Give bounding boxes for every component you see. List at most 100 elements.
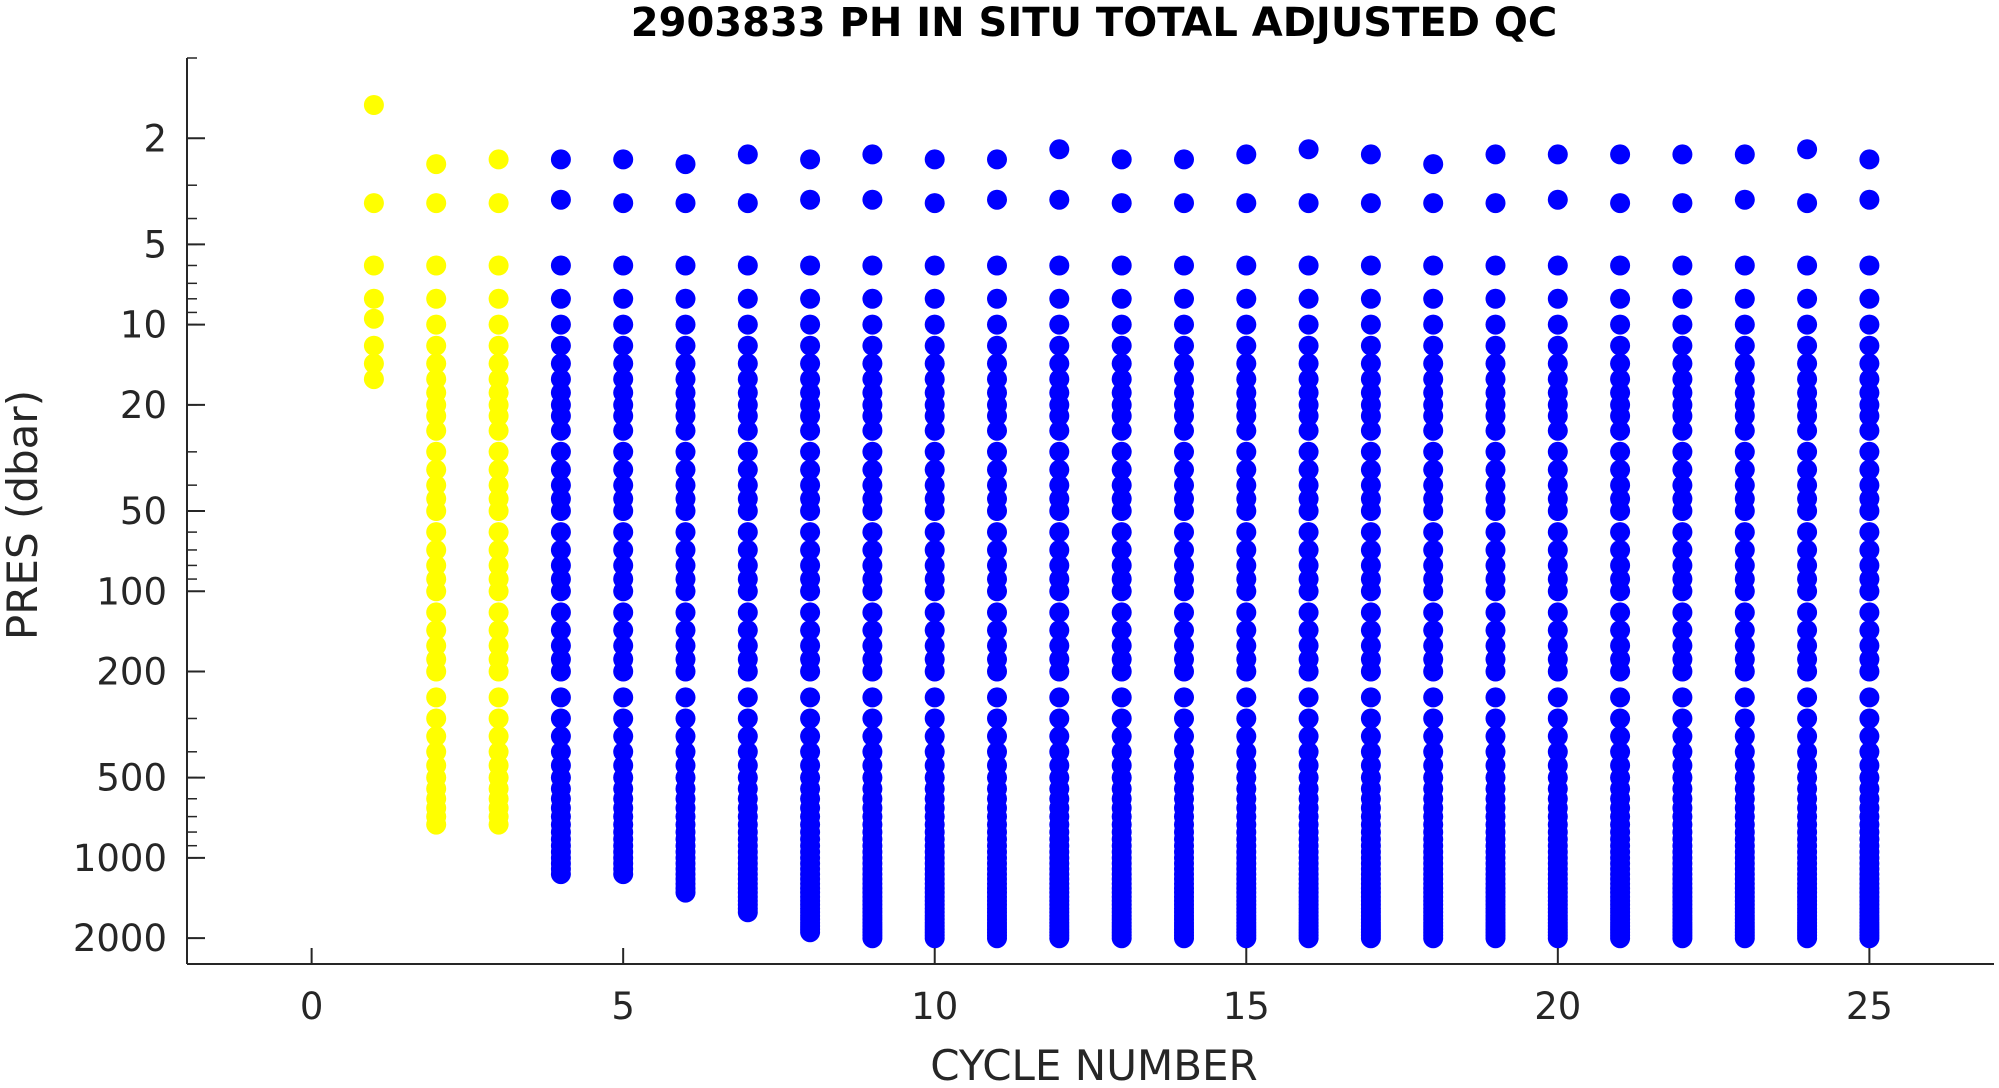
data-point — [800, 353, 821, 374]
data-point — [1111, 441, 1132, 462]
data-point — [550, 522, 571, 543]
data-point — [1485, 726, 1506, 747]
data-point — [737, 661, 758, 682]
data-point — [737, 540, 758, 560]
data-point — [1423, 193, 1444, 214]
data-point — [613, 661, 634, 682]
data-point — [1174, 255, 1194, 276]
data-point — [1734, 255, 1755, 276]
data-point — [737, 602, 758, 623]
data-point — [488, 708, 509, 729]
data-point — [862, 540, 883, 560]
data-point — [737, 620, 758, 641]
data-point — [1610, 193, 1631, 214]
data-point — [1734, 353, 1755, 374]
data-point — [800, 288, 821, 309]
data-point — [862, 441, 883, 462]
data-point — [1859, 540, 1880, 560]
data-point — [550, 405, 571, 426]
data-point — [426, 708, 447, 729]
data-point — [426, 581, 447, 602]
data-point — [737, 420, 758, 441]
data-point — [1423, 928, 1444, 949]
data-point — [1734, 288, 1755, 309]
data-point — [1360, 335, 1381, 356]
data-point — [1734, 581, 1755, 602]
data-point — [426, 420, 447, 441]
data-point — [737, 314, 758, 335]
y-tick-label: 2000 — [73, 917, 167, 960]
data-point — [1734, 189, 1755, 210]
y-tick-label: 10 — [120, 304, 167, 347]
data-point — [550, 581, 571, 602]
data-point — [987, 459, 1007, 480]
data-point — [1360, 620, 1381, 641]
data-point — [488, 726, 509, 747]
data-point — [1423, 405, 1444, 426]
data-point — [1672, 522, 1693, 543]
data-point — [1236, 441, 1257, 462]
data-point — [675, 708, 696, 729]
data-point — [800, 441, 821, 462]
data-point — [1174, 620, 1194, 641]
data-point — [1485, 602, 1506, 623]
data-point — [1859, 288, 1880, 309]
data-point — [737, 441, 758, 462]
data-point — [1049, 420, 1070, 441]
data-point — [1610, 405, 1631, 426]
data-point — [1298, 139, 1319, 160]
data-point — [1360, 522, 1381, 543]
data-point — [1360, 555, 1381, 576]
data-point — [1111, 602, 1132, 623]
data-point — [550, 459, 571, 480]
data-point — [550, 726, 571, 747]
data-point — [1423, 441, 1444, 462]
data-point — [1547, 314, 1568, 335]
data-point — [426, 255, 447, 276]
data-point — [1360, 420, 1381, 441]
data-point — [1423, 687, 1444, 708]
data-point — [1423, 581, 1444, 602]
data-point — [800, 314, 821, 335]
data-point — [924, 661, 945, 682]
data-point — [426, 620, 447, 641]
data-point — [1360, 501, 1381, 521]
data-point — [1610, 459, 1631, 480]
data-point — [613, 501, 634, 521]
data-point — [1859, 708, 1880, 729]
data-point — [550, 661, 571, 682]
data-point — [613, 459, 634, 480]
data-point — [1423, 353, 1444, 374]
data-point — [862, 687, 883, 708]
y-tick-label: 50 — [120, 490, 167, 533]
data-point — [1734, 501, 1755, 521]
data-point — [987, 522, 1007, 543]
data-point — [1049, 581, 1070, 602]
data-point — [488, 441, 509, 462]
data-point — [862, 144, 883, 165]
data-point — [1049, 335, 1070, 356]
data-point — [1298, 726, 1319, 747]
data-point — [1111, 255, 1132, 276]
data-point — [488, 193, 509, 214]
data-point — [1547, 522, 1568, 543]
data-point — [800, 522, 821, 543]
data-point — [675, 441, 696, 462]
data-point — [1734, 620, 1755, 641]
data-point — [1797, 420, 1818, 441]
data-point — [675, 335, 696, 356]
data-point — [1423, 459, 1444, 480]
data-point — [1859, 420, 1880, 441]
data-point — [1547, 501, 1568, 521]
data-point — [488, 314, 509, 335]
data-point — [1797, 540, 1818, 560]
data-point — [1859, 405, 1880, 426]
data-point — [1547, 708, 1568, 729]
data-point — [1298, 255, 1319, 276]
data-point — [1859, 522, 1880, 543]
data-point — [1049, 441, 1070, 462]
data-point — [800, 501, 821, 521]
data-point — [613, 405, 634, 426]
data-point — [1360, 255, 1381, 276]
data-point — [1236, 522, 1257, 543]
